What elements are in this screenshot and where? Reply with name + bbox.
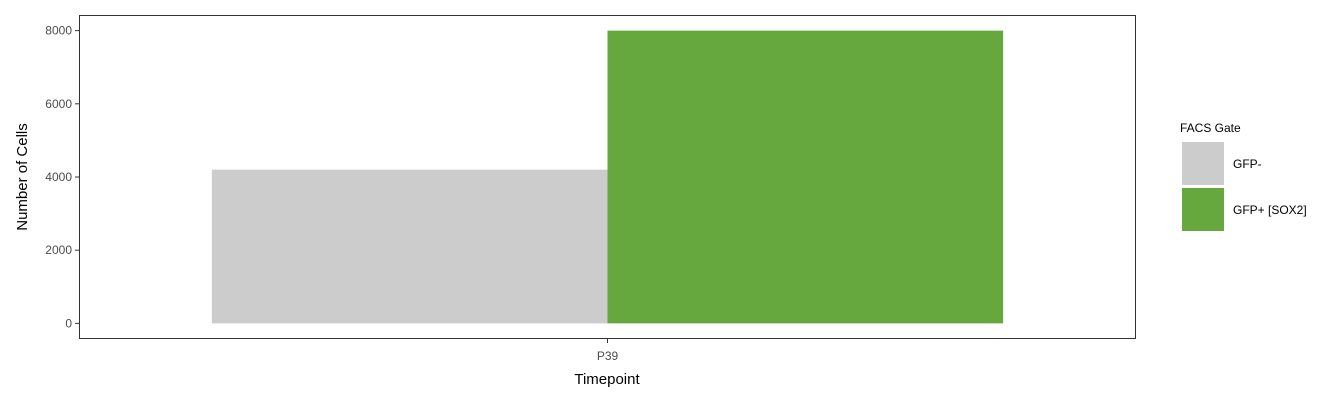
legend-key-1 xyxy=(1182,188,1224,231)
x-axis: P39 xyxy=(597,338,619,363)
y-tick-label: 6000 xyxy=(45,97,72,111)
legend-label-1: GFP+ [SOX2] xyxy=(1233,203,1307,217)
bar-P39-1 xyxy=(607,30,1004,324)
legend-label-0: GFP- xyxy=(1233,157,1262,171)
legend-key-0 xyxy=(1182,142,1224,185)
bar-P39-0 xyxy=(211,169,608,324)
legend: FACS Gate GFP- GFP+ [SOX2] xyxy=(1180,121,1307,231)
y-tick-label: 2000 xyxy=(45,243,72,257)
y-tick-label: 0 xyxy=(65,316,72,330)
bars-layer xyxy=(211,30,1004,324)
legend-title: FACS Gate xyxy=(1180,121,1241,135)
y-axis-title: Number of Cells xyxy=(14,123,31,231)
y-tick-label: 8000 xyxy=(45,24,72,38)
y-tick-label: 4000 xyxy=(45,170,72,184)
y-axis: 0 2000 4000 6000 8000 xyxy=(45,24,80,330)
x-tick-label: P39 xyxy=(597,349,619,363)
x-axis-title: Timepoint xyxy=(574,371,640,388)
